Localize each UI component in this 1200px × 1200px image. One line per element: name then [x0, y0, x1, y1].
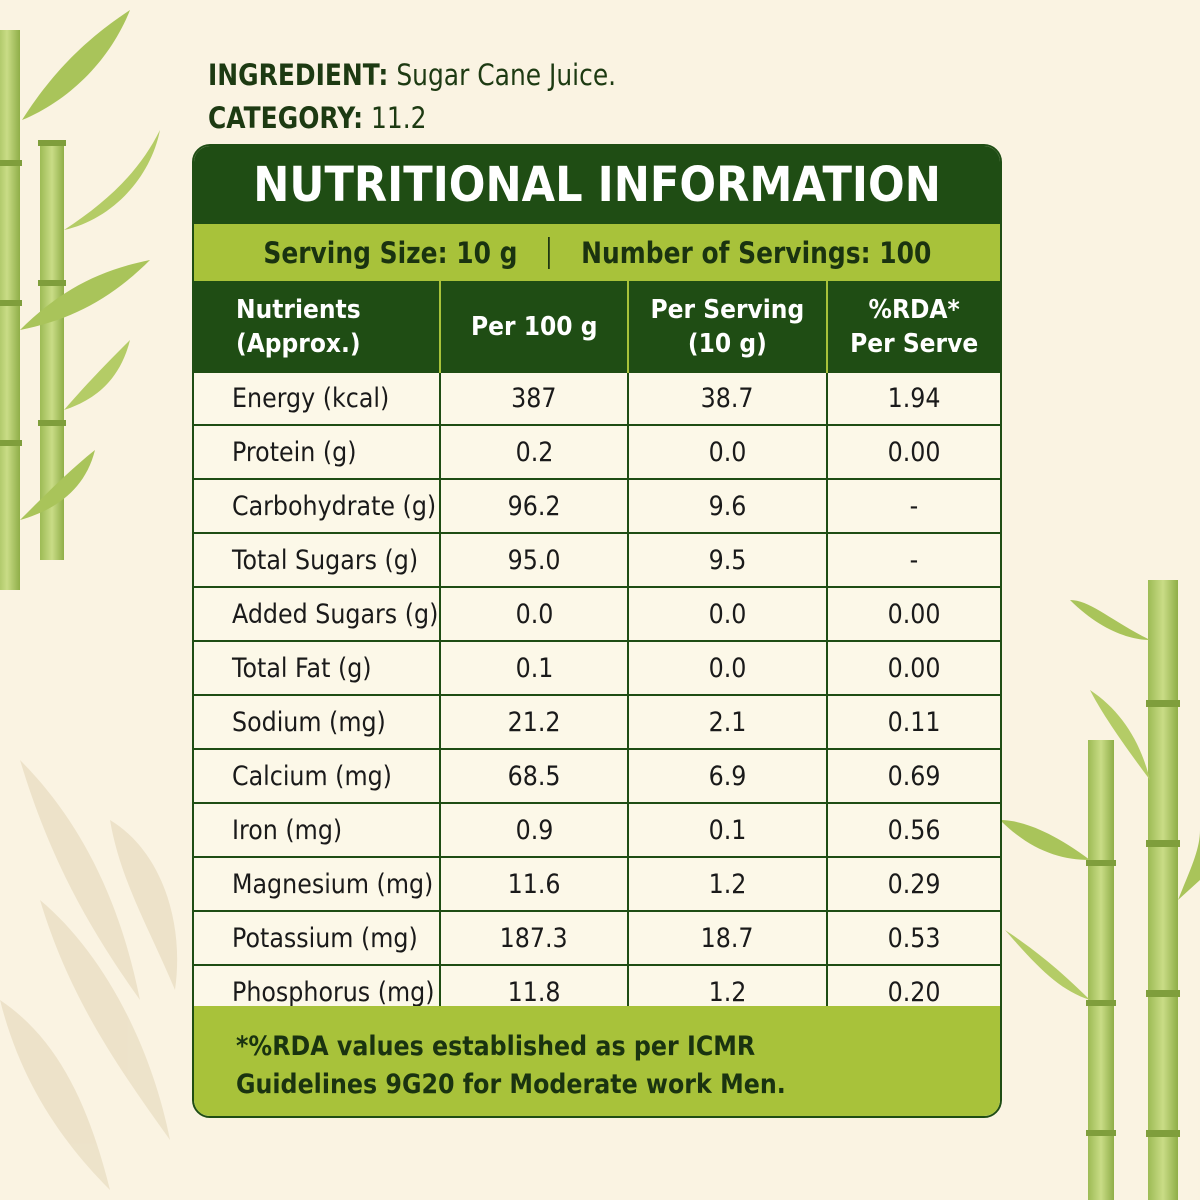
per-serving-cell: 0.1 — [627, 803, 827, 858]
category-label: CATEGORY: — [208, 101, 364, 135]
per-serving-cell: 38.7 — [627, 373, 827, 426]
product-meta: INGREDIENT: Sugar Cane Juice. CATEGORY: … — [208, 54, 683, 140]
rda-cell: - — [826, 533, 1000, 588]
nutrient-cell: Protein (g) — [194, 425, 440, 480]
serving-bar: Serving Size: 10 g Number of Servings: 1… — [194, 224, 1000, 281]
nutrient-cell: Total Sugars (g) — [194, 533, 440, 588]
per-100g-cell: 0.2 — [439, 425, 628, 480]
rda-cell: 0.29 — [826, 857, 1000, 912]
nutrient-cell: Sodium (mg) — [194, 695, 440, 750]
per-100g-cell: 96.2 — [439, 479, 628, 534]
panel-title-text: NUTRITIONAL INFORMATION — [253, 157, 941, 213]
per-serving-cell: 2.1 — [627, 695, 827, 750]
category-value: 11.2 — [371, 101, 427, 135]
per-serving-cell: 9.6 — [627, 479, 827, 534]
rda-cell: 1.94 — [826, 373, 1000, 426]
per-100g-cell: 0.9 — [439, 803, 628, 858]
table-row: Potassium (mg) 187.3 18.7 0.53 — [194, 911, 1000, 966]
table-row: Iron (mg) 0.9 0.1 0.56 — [194, 803, 1000, 858]
right-sugarcane-icon — [1000, 580, 1200, 1200]
table-row: Calcium (mg) 68.5 6.9 0.69 — [194, 749, 1000, 804]
table-row: Magnesium (mg) 11.6 1.2 0.29 — [194, 857, 1000, 912]
per-100g-cell: 187.3 — [439, 911, 628, 966]
nutrient-cell: Total Fat (g) — [194, 641, 440, 696]
ingredient-label: INGREDIENT: — [208, 58, 389, 92]
per-serving-cell: 0.0 — [627, 641, 827, 696]
per-serving-cell: 9.5 — [627, 533, 827, 588]
nutrient-cell: Added Sugars (g) — [194, 587, 440, 642]
per-serving-cell: 0.0 — [627, 425, 827, 480]
serving-divider — [548, 236, 550, 269]
rda-footnote-text: *%RDA values established as per ICMR Gui… — [236, 1031, 786, 1100]
panel-title: NUTRITIONAL INFORMATION — [194, 146, 1000, 224]
per-100g-cell: 95.0 — [439, 533, 628, 588]
table-row: Total Sugars (g) 95.0 9.5- — [194, 533, 1000, 588]
table-row: Protein (g) 0.2 0.0 0.00 — [194, 425, 1000, 480]
rda-cell: 0.11 — [826, 695, 1000, 750]
table-header-row: Nutrients (Approx.) Per 100 g Per Servin… — [194, 281, 1000, 373]
table-row: Carbohydrate (g) 96.2 9.6- — [194, 479, 1000, 534]
category-line: CATEGORY: 11.2 — [208, 97, 616, 140]
rda-footnote: *%RDA values established as per ICMR Gui… — [194, 1006, 1000, 1116]
rda-cell: 0.00 — [826, 425, 1000, 480]
per-100g-cell: 0.1 — [439, 641, 628, 696]
per-serving-cell: 0.0 — [627, 587, 827, 642]
table-row: Total Fat (g) 0.1 0.0 0.00 — [194, 641, 1000, 696]
per-100g-cell: 21.2 — [439, 695, 628, 750]
ingredient-value: Sugar Cane Juice. — [396, 58, 617, 92]
per-100g-cell: 387 — [439, 373, 628, 426]
nutrient-cell: Potassium (mg) — [194, 911, 440, 966]
rda-cell: - — [826, 479, 1000, 534]
rda-cell: 0.56 — [826, 803, 1000, 858]
nutrient-cell: Iron (mg) — [194, 803, 440, 858]
faint-leaves-icon — [0, 760, 178, 1190]
ingredient-line: INGREDIENT: Sugar Cane Juice. — [208, 54, 616, 97]
serving-size: Serving Size: 10 g — [263, 235, 518, 270]
per-100g-cell: 0.0 — [439, 587, 628, 642]
header-rda: %RDA* Per Serve — [826, 281, 1000, 373]
rda-cell: 0.53 — [826, 911, 1000, 966]
per-serving-cell: 1.2 — [627, 857, 827, 912]
nutrient-cell: Magnesium (mg) — [194, 857, 440, 912]
rda-cell: 0.00 — [826, 587, 1000, 642]
nutrition-table: Nutrients (Approx.) Per 100 g Per Servin… — [194, 281, 1000, 1020]
per-100g-cell: 68.5 — [439, 749, 628, 804]
per-100g-cell: 11.6 — [439, 857, 628, 912]
left-sugarcane-icon — [0, 10, 160, 590]
rda-cell: 0.69 — [826, 749, 1000, 804]
per-serving-cell: 6.9 — [627, 749, 827, 804]
table-row: Energy (kcal) 387 38.7 1.94 — [194, 373, 1000, 426]
nutrient-cell: Energy (kcal) — [194, 373, 440, 426]
nutrient-cell: Carbohydrate (g) — [194, 479, 440, 534]
header-per-serving: Per Serving (10 g) — [627, 281, 827, 373]
nutrient-cell: Calcium (mg) — [194, 749, 440, 804]
header-per-100g: Per 100 g — [439, 281, 628, 373]
table-row: Added Sugars (g) 0.0 0.0 0.00 — [194, 587, 1000, 642]
header-nutrients: Nutrients (Approx.) — [194, 281, 440, 373]
number-of-servings: Number of Servings: 100 — [580, 235, 931, 270]
per-serving-cell: 18.7 — [627, 911, 827, 966]
rda-cell: 0.00 — [826, 641, 1000, 696]
nutrition-panel: NUTRITIONAL INFORMATION Serving Size: 10… — [192, 144, 1002, 1118]
table-row: Sodium (mg) 21.2 2.1 0.11 — [194, 695, 1000, 750]
